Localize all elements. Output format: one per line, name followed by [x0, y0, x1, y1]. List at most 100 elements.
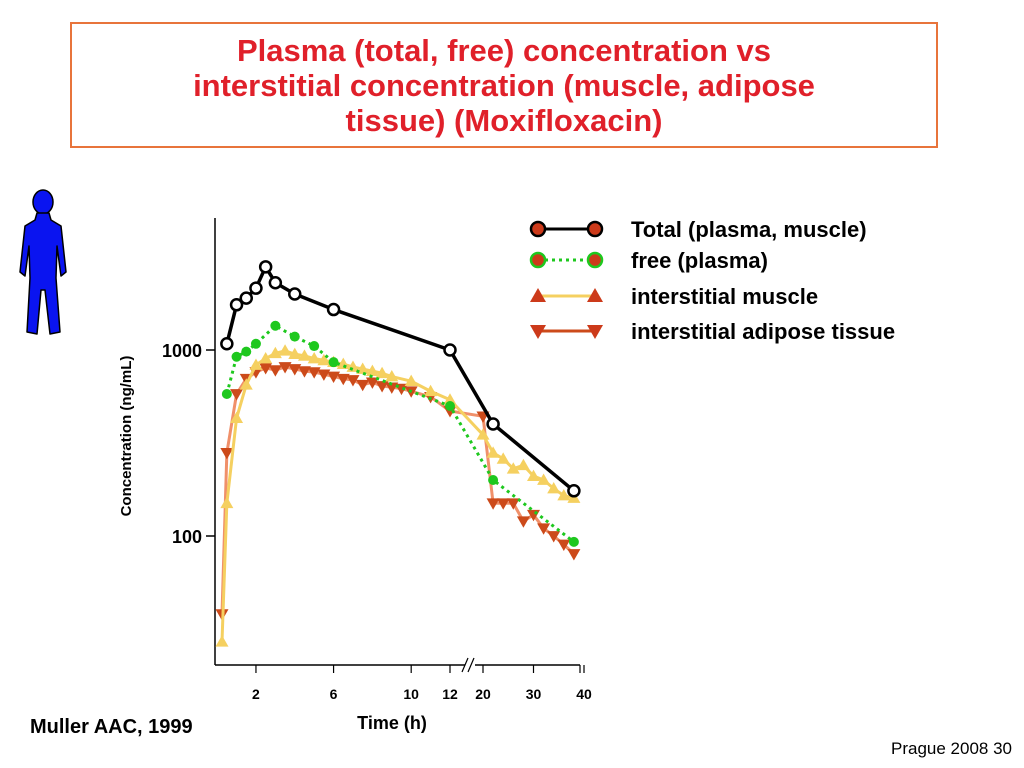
x-tick-label: 6	[330, 686, 338, 702]
legend-marker	[587, 325, 603, 339]
data-point	[336, 373, 350, 386]
legend-entry: Total (plasma, muscle)	[529, 217, 867, 242]
data-point	[516, 516, 530, 528]
data-point	[220, 337, 234, 351]
data-point	[288, 287, 302, 301]
data-point	[506, 462, 520, 474]
chart-legend: Total (plasma, muscle) free (plasma) inter…	[529, 217, 895, 344]
chart-axes: 100 1000 2 6 10 12 20 30 40 Time (h) Concentration…	[118, 218, 592, 733]
data-point	[443, 393, 457, 405]
data-point	[249, 358, 263, 370]
data-point	[327, 371, 341, 384]
data-point	[268, 365, 282, 377]
data-point	[516, 458, 530, 471]
data-point	[241, 346, 252, 357]
data-point	[278, 362, 292, 374]
slide-title: Plasma (total, free) concentration vs in…	[193, 32, 815, 138]
series-line	[225, 324, 575, 544]
data-point	[488, 475, 499, 486]
data-point	[239, 378, 253, 390]
data-point	[356, 379, 370, 392]
data-point	[365, 364, 379, 376]
data-point	[249, 281, 263, 295]
data-point	[220, 447, 234, 460]
data-point	[385, 382, 399, 394]
data-point	[486, 446, 500, 458]
data-point	[506, 498, 520, 510]
data-point	[365, 377, 379, 389]
series-0	[220, 260, 581, 498]
data-point	[229, 298, 244, 312]
axis-break-mark	[467, 657, 475, 673]
x-tick-label: 2	[252, 686, 260, 702]
legend-label: free (plasma)	[631, 248, 768, 273]
legend-marker	[530, 325, 546, 339]
data-point	[445, 400, 455, 411]
data-point	[424, 384, 438, 397]
series-1	[221, 320, 579, 547]
legend-label: interstitial muscle	[631, 284, 818, 309]
data-point	[288, 347, 302, 360]
data-point	[537, 523, 551, 535]
human-figure-icon	[19, 189, 67, 335]
data-point	[557, 489, 571, 501]
y-tick-label: 100	[172, 527, 202, 547]
legend-marker	[587, 288, 603, 302]
legend-entry: free (plasma)	[529, 248, 768, 273]
series-line	[220, 349, 575, 642]
data-point	[307, 352, 321, 364]
data-point	[307, 367, 321, 379]
y-tick-label: 1000	[162, 341, 202, 361]
data-point	[250, 338, 261, 349]
series-line	[220, 365, 575, 615]
series-2	[215, 344, 581, 647]
data-point	[557, 539, 571, 552]
data-point	[297, 366, 311, 378]
data-point	[547, 482, 561, 494]
data-point	[443, 343, 457, 357]
data-point	[567, 549, 581, 561]
data-point	[270, 320, 281, 331]
x-tick-label: 30	[526, 686, 542, 702]
data-point	[346, 375, 360, 387]
data-point	[309, 341, 320, 352]
legend-marker	[586, 220, 604, 238]
data-point	[404, 374, 418, 387]
x-tick-label: 40	[576, 686, 592, 702]
data-point	[317, 369, 331, 381]
legend-entry: interstitial muscle	[530, 284, 818, 309]
x-tick-label: 12	[442, 686, 458, 702]
legend-marker	[586, 251, 604, 269]
data-point	[268, 346, 282, 359]
legend-marker	[529, 220, 547, 238]
data-point	[259, 363, 273, 375]
data-point	[527, 469, 540, 481]
data-point	[297, 349, 311, 361]
data-point	[230, 389, 244, 401]
citation: Muller AAC, 1999	[30, 716, 193, 738]
data-point	[239, 291, 254, 305]
data-point	[328, 357, 339, 368]
data-point	[537, 473, 551, 485]
data-point	[547, 531, 561, 543]
data-point	[385, 370, 399, 382]
x-axis-label: Time (h)	[357, 713, 427, 733]
data-point	[496, 452, 510, 464]
data-point	[375, 381, 389, 393]
data-point	[486, 498, 500, 510]
legend-marker	[529, 251, 547, 269]
data-point	[220, 496, 234, 509]
legend-label: Total (plasma, muscle)	[631, 217, 867, 242]
data-point	[215, 635, 229, 647]
y-axis-label: Concentration (ng/mL)	[118, 356, 135, 517]
data-point	[289, 331, 300, 342]
x-tick-label: 20	[475, 686, 491, 702]
data-point	[268, 275, 283, 290]
data-point	[496, 498, 510, 510]
data-point	[567, 484, 581, 498]
x-tick-label: 10	[403, 686, 419, 702]
data-point	[258, 260, 273, 274]
data-point	[278, 344, 292, 356]
data-point	[568, 536, 579, 547]
